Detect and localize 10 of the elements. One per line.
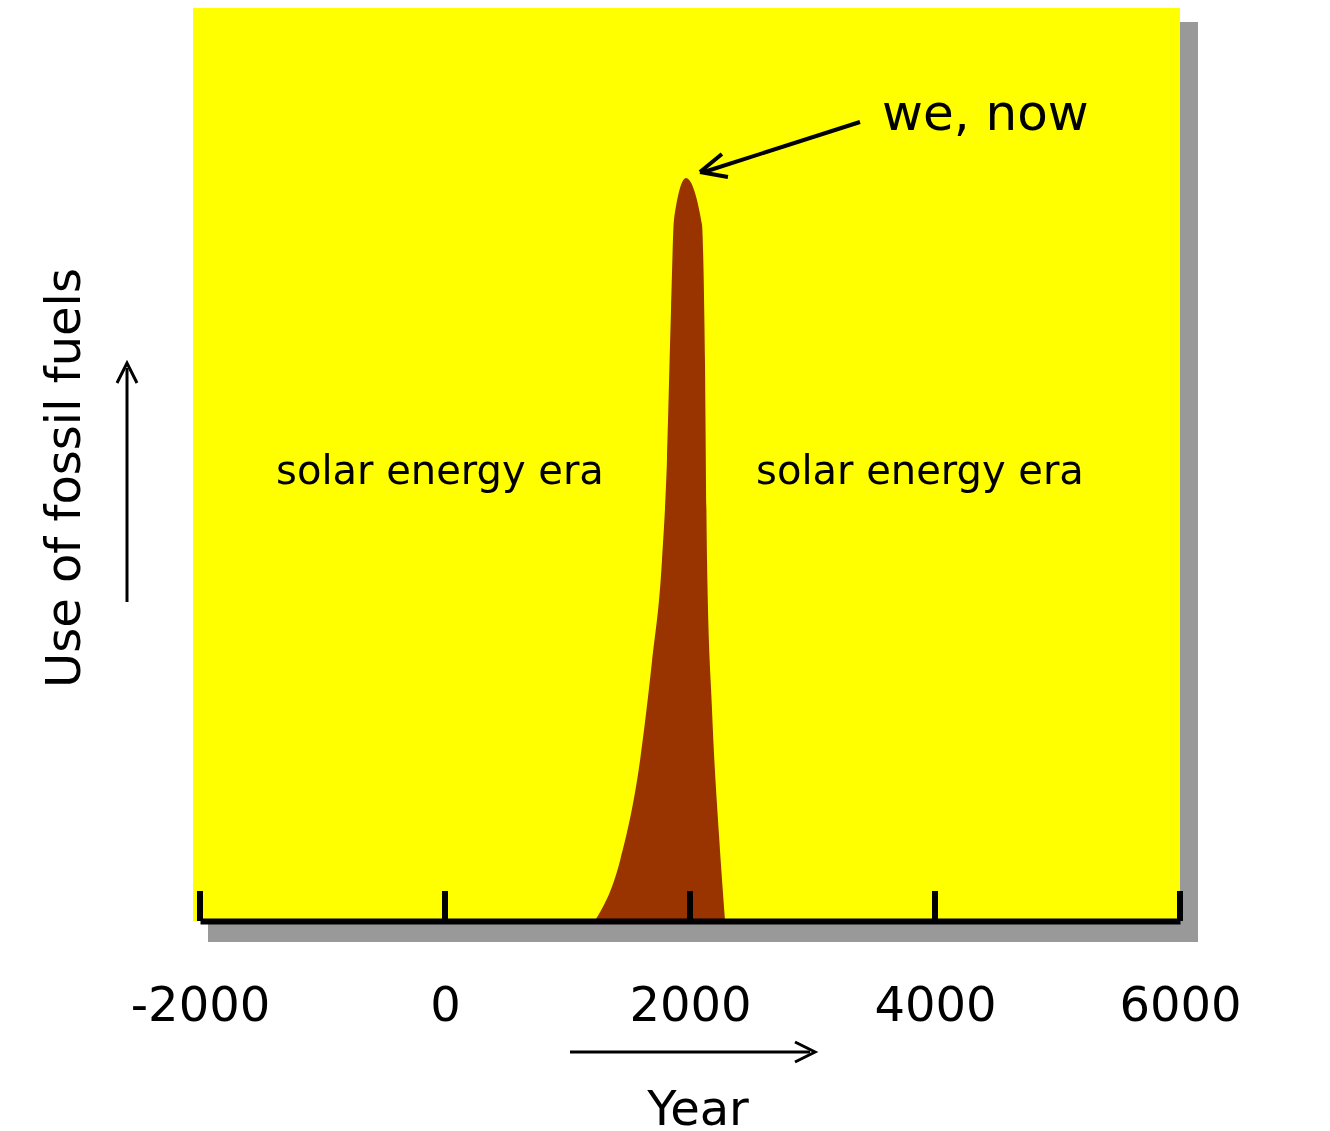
annotation: solar energy era: [756, 447, 1084, 493]
x-tick-label: 2000: [629, 976, 752, 1033]
x-tick-label: 6000: [1119, 976, 1242, 1033]
x-axis-title: Year: [646, 1080, 750, 1131]
x-tick-label: 4000: [874, 976, 997, 1033]
text: we, now: [882, 84, 1089, 142]
x-tick-label: 0: [430, 976, 461, 1033]
annotation: solar energy era: [276, 447, 604, 493]
y-axis-title: Use of fossil fuels: [35, 268, 91, 688]
x-tick-label: -2000: [130, 976, 271, 1033]
